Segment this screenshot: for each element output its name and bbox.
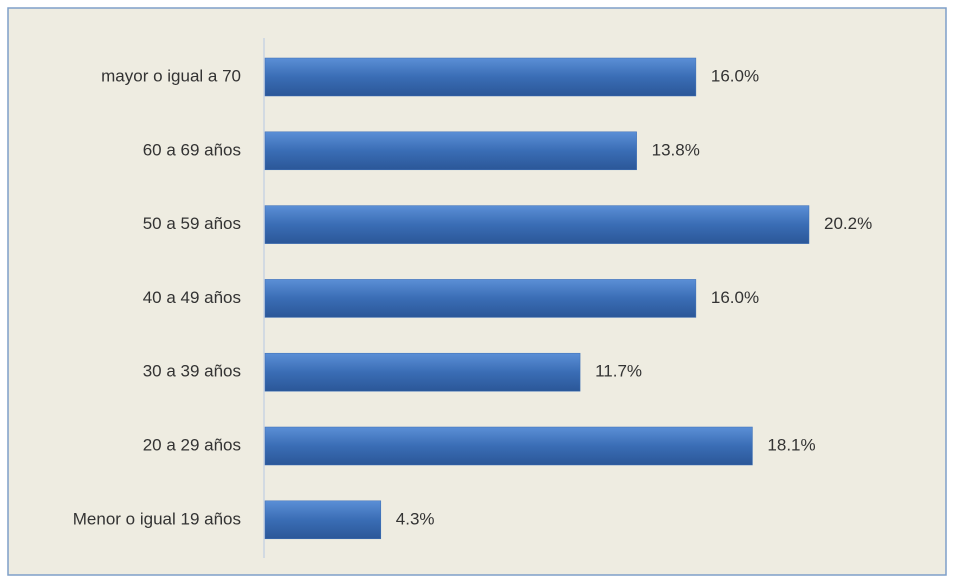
value-label: 16.0% <box>711 288 759 307</box>
value-label: 20.2% <box>824 214 872 233</box>
bar <box>264 426 753 466</box>
category-label: 40 a 49 años <box>143 288 241 307</box>
category-label: mayor o igual a 70 <box>101 66 241 85</box>
category-label: 50 a 59 años <box>143 214 241 233</box>
value-label: 4.3% <box>396 509 435 528</box>
value-label: 11.7% <box>595 362 642 381</box>
bar <box>264 57 697 97</box>
bar <box>264 205 810 244</box>
bar <box>264 500 382 540</box>
bar <box>264 131 637 171</box>
value-label: 18.1% <box>767 435 815 454</box>
value-label: 16.0% <box>711 66 759 85</box>
category-label: 30 a 39 años <box>143 362 241 381</box>
category-label: 20 a 29 años <box>143 435 241 454</box>
bar <box>264 352 581 392</box>
bar <box>264 279 697 318</box>
category-label: Menor o igual 19 años <box>73 509 241 528</box>
category-label: 60 a 69 años <box>143 140 241 159</box>
value-label: 13.8% <box>652 140 700 159</box>
